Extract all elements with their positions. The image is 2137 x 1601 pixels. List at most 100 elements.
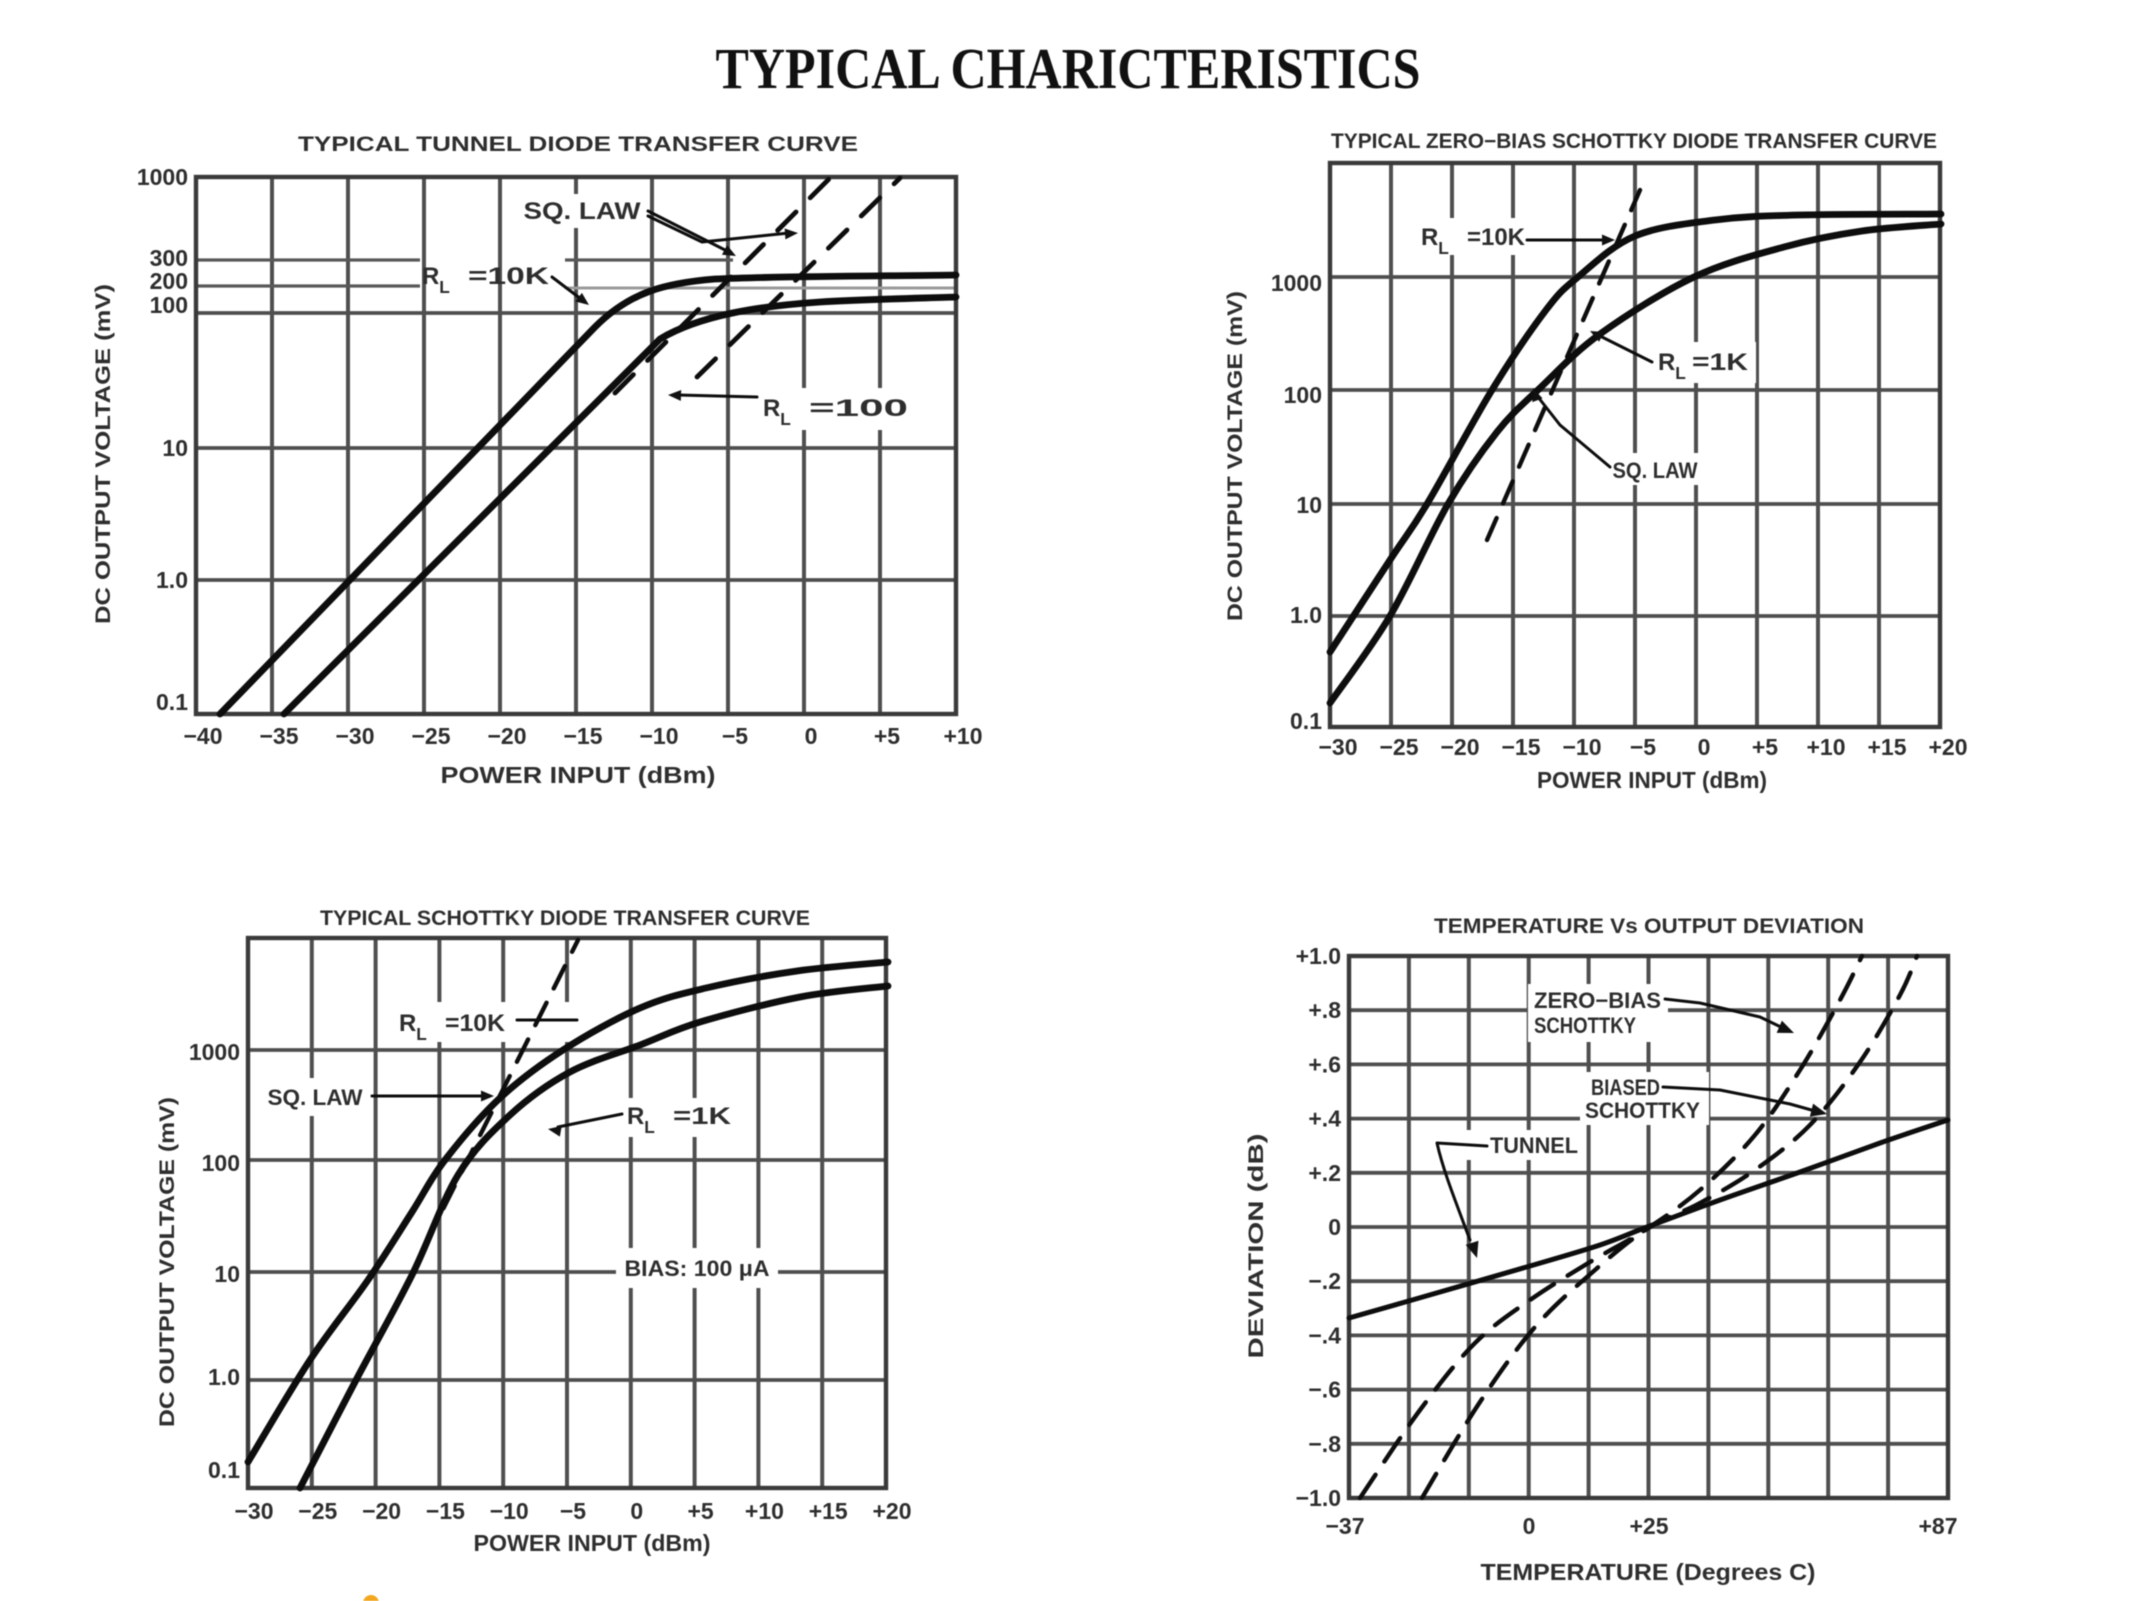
svg-text:100: 100: [1284, 382, 1322, 408]
svg-text:TYPICAL ZERO−BIAS SCHOTTKY DIO: TYPICAL ZERO−BIAS SCHOTTKY DIODE TRANSFE…: [1331, 130, 1937, 153]
svg-text:−15: −15: [1501, 734, 1540, 760]
svg-text:1000: 1000: [137, 164, 188, 190]
svg-text:L: L: [644, 1117, 655, 1137]
svg-text:DC OUTPUT VOLTAGE (mV): DC OUTPUT VOLTAGE (mV): [1224, 291, 1247, 621]
svg-text:POWER INPUT (dBm): POWER INPUT (dBm): [1537, 767, 1767, 793]
svg-text:−.6: −.6: [1308, 1377, 1341, 1403]
svg-text:+1.0: +1.0: [1296, 943, 1341, 969]
svg-text:0: 0: [1698, 734, 1711, 760]
svg-text:−5: −5: [560, 1498, 586, 1524]
svg-text:L: L: [1675, 363, 1686, 383]
svg-text:1.0: 1.0: [208, 1364, 240, 1390]
svg-text:−.8: −.8: [1308, 1431, 1341, 1457]
svg-text:100: 100: [202, 1150, 240, 1176]
svg-text:0: 0: [630, 1498, 643, 1524]
svg-text:+.2: +.2: [1308, 1160, 1341, 1186]
svg-text:R: R: [399, 1010, 416, 1037]
svg-text:+10: +10: [1806, 734, 1845, 760]
svg-text:R: R: [763, 395, 780, 422]
svg-text:POWER INPUT (dBm): POWER INPUT (dBm): [441, 762, 716, 788]
svg-text:SQ. LAW: SQ. LAW: [1613, 458, 1698, 483]
svg-text:0: 0: [1523, 1513, 1536, 1539]
svg-text:+5: +5: [1752, 734, 1778, 760]
svg-text:0.1: 0.1: [156, 689, 188, 715]
svg-text:=10K: =10K: [445, 1010, 506, 1037]
svg-text:1000: 1000: [189, 1039, 240, 1065]
svg-text:SQ. LAW: SQ. LAW: [524, 198, 641, 225]
svg-text:−30: −30: [335, 723, 374, 749]
svg-text:−15: −15: [563, 723, 602, 749]
svg-text:−5: −5: [1630, 734, 1656, 760]
svg-text:+20: +20: [1928, 734, 1967, 760]
svg-text:−40: −40: [183, 723, 222, 749]
svg-text:+.6: +.6: [1308, 1051, 1341, 1077]
svg-text:TYPICAL CHARICTERISTICS: TYPICAL CHARICTERISTICS: [716, 36, 1421, 101]
svg-text:10: 10: [214, 1261, 240, 1287]
svg-text:R: R: [627, 1103, 644, 1130]
svg-text:−37: −37: [1325, 1513, 1364, 1539]
svg-text:−25: −25: [411, 723, 450, 749]
svg-text:+10: +10: [943, 723, 982, 749]
svg-text:−15: −15: [426, 1498, 465, 1524]
svg-text:=10K: =10K: [468, 263, 550, 290]
svg-text:+10: +10: [745, 1498, 784, 1524]
svg-text:+20: +20: [872, 1498, 911, 1524]
svg-text:R: R: [422, 263, 439, 290]
svg-text:DC OUTPUT VOLTAGE (mV): DC OUTPUT VOLTAGE (mV): [156, 1097, 179, 1427]
svg-text:10: 10: [162, 435, 188, 461]
svg-text:−.4: −.4: [1308, 1322, 1341, 1348]
svg-text:−10: −10: [490, 1498, 529, 1524]
svg-text:R: R: [1421, 224, 1438, 251]
svg-text:+15: +15: [1867, 734, 1906, 760]
svg-text:=10K: =10K: [1467, 224, 1526, 251]
svg-text:+.4: +.4: [1308, 1106, 1341, 1132]
svg-text:−20: −20: [487, 723, 526, 749]
svg-text:+87: +87: [1918, 1513, 1957, 1539]
svg-text:ZERO−BIAS: ZERO−BIAS: [1534, 988, 1661, 1013]
svg-text:0.1: 0.1: [1290, 708, 1322, 734]
svg-text:−35: −35: [259, 723, 298, 749]
svg-text:DEVIATION (dB): DEVIATION (dB): [1245, 1134, 1268, 1359]
svg-text:+.8: +.8: [1308, 997, 1341, 1023]
svg-text:−30: −30: [1318, 734, 1357, 760]
svg-text:−1.0: −1.0: [1296, 1485, 1341, 1511]
svg-text:L: L: [439, 277, 450, 297]
svg-text:L: L: [1438, 238, 1449, 258]
svg-text:0.1: 0.1: [208, 1457, 240, 1483]
svg-text:−20: −20: [1440, 734, 1479, 760]
svg-text:BIASED: BIASED: [1591, 1075, 1660, 1100]
svg-text:+5: +5: [687, 1498, 713, 1524]
svg-text:TEMPERATURE (Degrees C): TEMPERATURE (Degrees C): [1481, 1559, 1816, 1585]
svg-text:0: 0: [805, 723, 818, 749]
svg-text:=1K: =1K: [1692, 349, 1749, 376]
svg-text:SCHOTTKY: SCHOTTKY: [1534, 1013, 1636, 1038]
svg-text:TYPICAL SCHOTTKY DIODE TRANSFE: TYPICAL SCHOTTKY DIODE TRANSFER CURVE: [320, 907, 810, 930]
svg-text:1.0: 1.0: [156, 567, 188, 593]
svg-text:0: 0: [1328, 1214, 1341, 1240]
svg-text:POWER INPUT (dBm): POWER INPUT (dBm): [474, 1530, 711, 1556]
svg-text:SQ. LAW: SQ. LAW: [268, 1085, 363, 1110]
svg-text:TUNNEL: TUNNEL: [1490, 1133, 1578, 1158]
svg-text:L: L: [416, 1024, 427, 1044]
svg-text:+15: +15: [809, 1498, 848, 1524]
svg-text:+5: +5: [874, 723, 900, 749]
svg-text:+25: +25: [1629, 1513, 1668, 1539]
svg-text:DC OUTPUT VOLTAGE (mV): DC OUTPUT VOLTAGE (mV): [92, 284, 115, 624]
svg-text:−25: −25: [1379, 734, 1418, 760]
svg-text:BIAS: 100 μA: BIAS: 100 μA: [625, 1256, 770, 1281]
svg-text:−25: −25: [298, 1498, 337, 1524]
svg-text:R: R: [1658, 349, 1675, 376]
svg-text:=100: =100: [809, 395, 908, 422]
svg-text:−30: −30: [234, 1498, 273, 1524]
svg-text:−10: −10: [1562, 734, 1601, 760]
svg-text:−.2: −.2: [1308, 1268, 1341, 1294]
svg-text:=1K: =1K: [673, 1103, 732, 1130]
svg-text:−10: −10: [639, 723, 678, 749]
svg-text:TYPICAL TUNNEL DIODE TRANSFER: TYPICAL TUNNEL DIODE TRANSFER CURVE: [298, 133, 858, 156]
svg-text:L: L: [780, 409, 791, 429]
svg-text:100: 100: [150, 292, 188, 318]
svg-text:1.0: 1.0: [1290, 602, 1322, 628]
svg-text:300: 300: [150, 245, 188, 271]
svg-text:200: 200: [150, 268, 188, 294]
svg-text:1000: 1000: [1271, 270, 1322, 296]
